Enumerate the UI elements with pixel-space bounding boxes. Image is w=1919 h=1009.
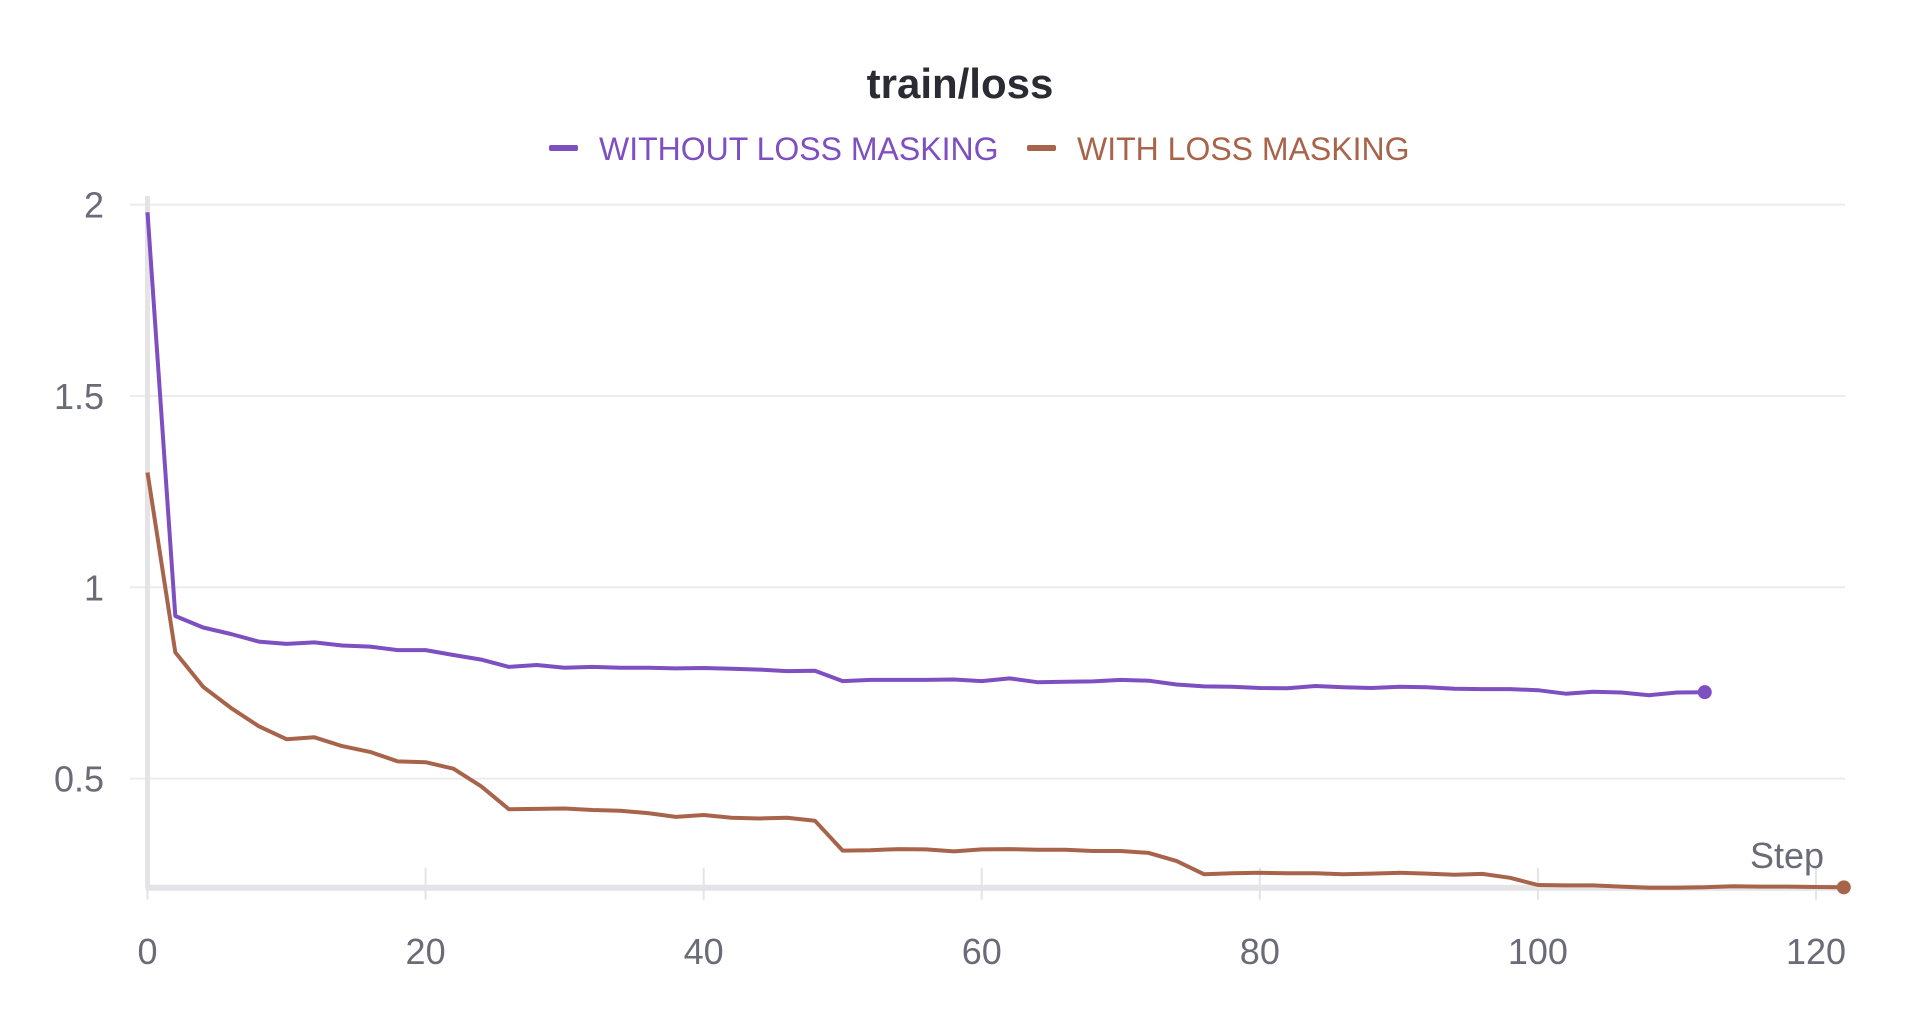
y-tick-label: 1 — [84, 567, 104, 608]
x-tick-label: 120 — [1786, 931, 1846, 972]
chart-title: train/loss — [867, 60, 1054, 107]
series-line-1 — [145, 472, 1844, 890]
grid — [130, 203, 1845, 780]
x-tick-label: 20 — [406, 931, 446, 972]
series-endpoint-0 — [1697, 685, 1712, 700]
legend-swatch — [1027, 145, 1056, 151]
legend-swatch — [549, 145, 578, 151]
x-tick-label: 80 — [1240, 931, 1280, 972]
series-group — [145, 212, 1851, 895]
x-tick-label: 40 — [684, 931, 724, 972]
y-tick-label: 2 — [84, 185, 104, 226]
series-endpoint-1 — [1836, 880, 1851, 895]
y-tick-label: 0.5 — [54, 759, 104, 800]
x-tick-label: 0 — [137, 931, 157, 972]
x-axis-label: Step — [1750, 835, 1824, 876]
y-tick-label: 1.5 — [54, 376, 104, 417]
series-line-0 — [145, 212, 1705, 698]
legend: WITHOUT LOSS MASKING WITH LOSS MASKING — [549, 131, 1409, 167]
x-tick-label: 60 — [962, 931, 1002, 972]
axes: 0.511.520 20 40 60 80 100 120 — [54, 185, 1846, 972]
legend-label: WITHOUT LOSS MASKING — [599, 131, 998, 167]
x-tick-label: 100 — [1508, 931, 1568, 972]
legend-label: WITH LOSS MASKING — [1077, 131, 1409, 167]
